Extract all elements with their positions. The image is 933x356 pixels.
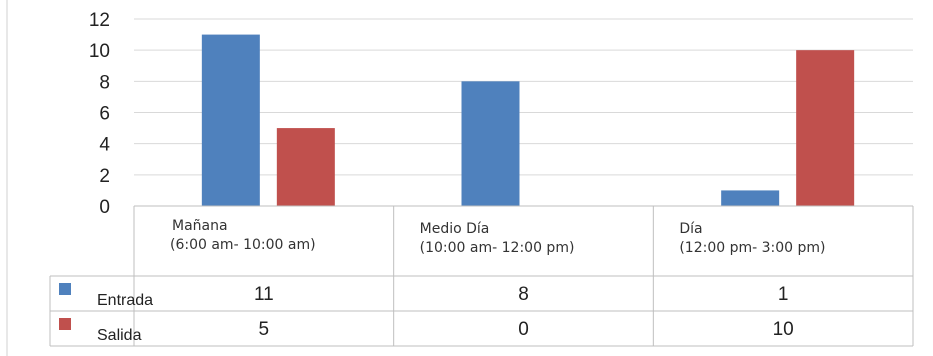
table-cell-value: 11 — [254, 284, 274, 305]
table-cell-value: 10 — [773, 319, 794, 340]
table-cell-value: 0 — [518, 319, 529, 340]
legend-label: Entrada — [97, 292, 153, 309]
table-cell-value: 8 — [518, 284, 529, 305]
legend-key-entrada — [59, 283, 71, 295]
y-tick-label: 8 — [99, 72, 110, 93]
y-tick-label: 4 — [99, 135, 110, 156]
category-label: Medio Día — [420, 221, 490, 237]
category-label: (10:00 am- 12:00 pm) — [420, 240, 575, 256]
bar-salida-3 — [796, 50, 855, 206]
category-label: Día — [679, 221, 702, 237]
category-label: (6:00 am- 10:00 am) — [170, 237, 316, 253]
y-tick-label: 12 — [89, 10, 110, 31]
bar-salida-1 — [276, 128, 335, 206]
y-tick-label: 10 — [89, 41, 110, 62]
bar-entrada-3 — [721, 190, 780, 206]
y-tick-label: 0 — [99, 197, 110, 218]
bar-entrada-2 — [461, 81, 520, 206]
table-cell-value: 5 — [259, 319, 270, 340]
legend-label: Salida — [97, 327, 142, 344]
legend-key-salida — [59, 318, 71, 330]
bar-entrada-1 — [201, 34, 260, 207]
y-tick-label: 6 — [99, 104, 110, 125]
category-label: (12:00 pm- 3:00 pm) — [679, 240, 825, 256]
y-tick-label: 2 — [99, 166, 110, 187]
table-cell-value: 1 — [778, 284, 789, 305]
category-label: Mañana — [172, 218, 228, 234]
